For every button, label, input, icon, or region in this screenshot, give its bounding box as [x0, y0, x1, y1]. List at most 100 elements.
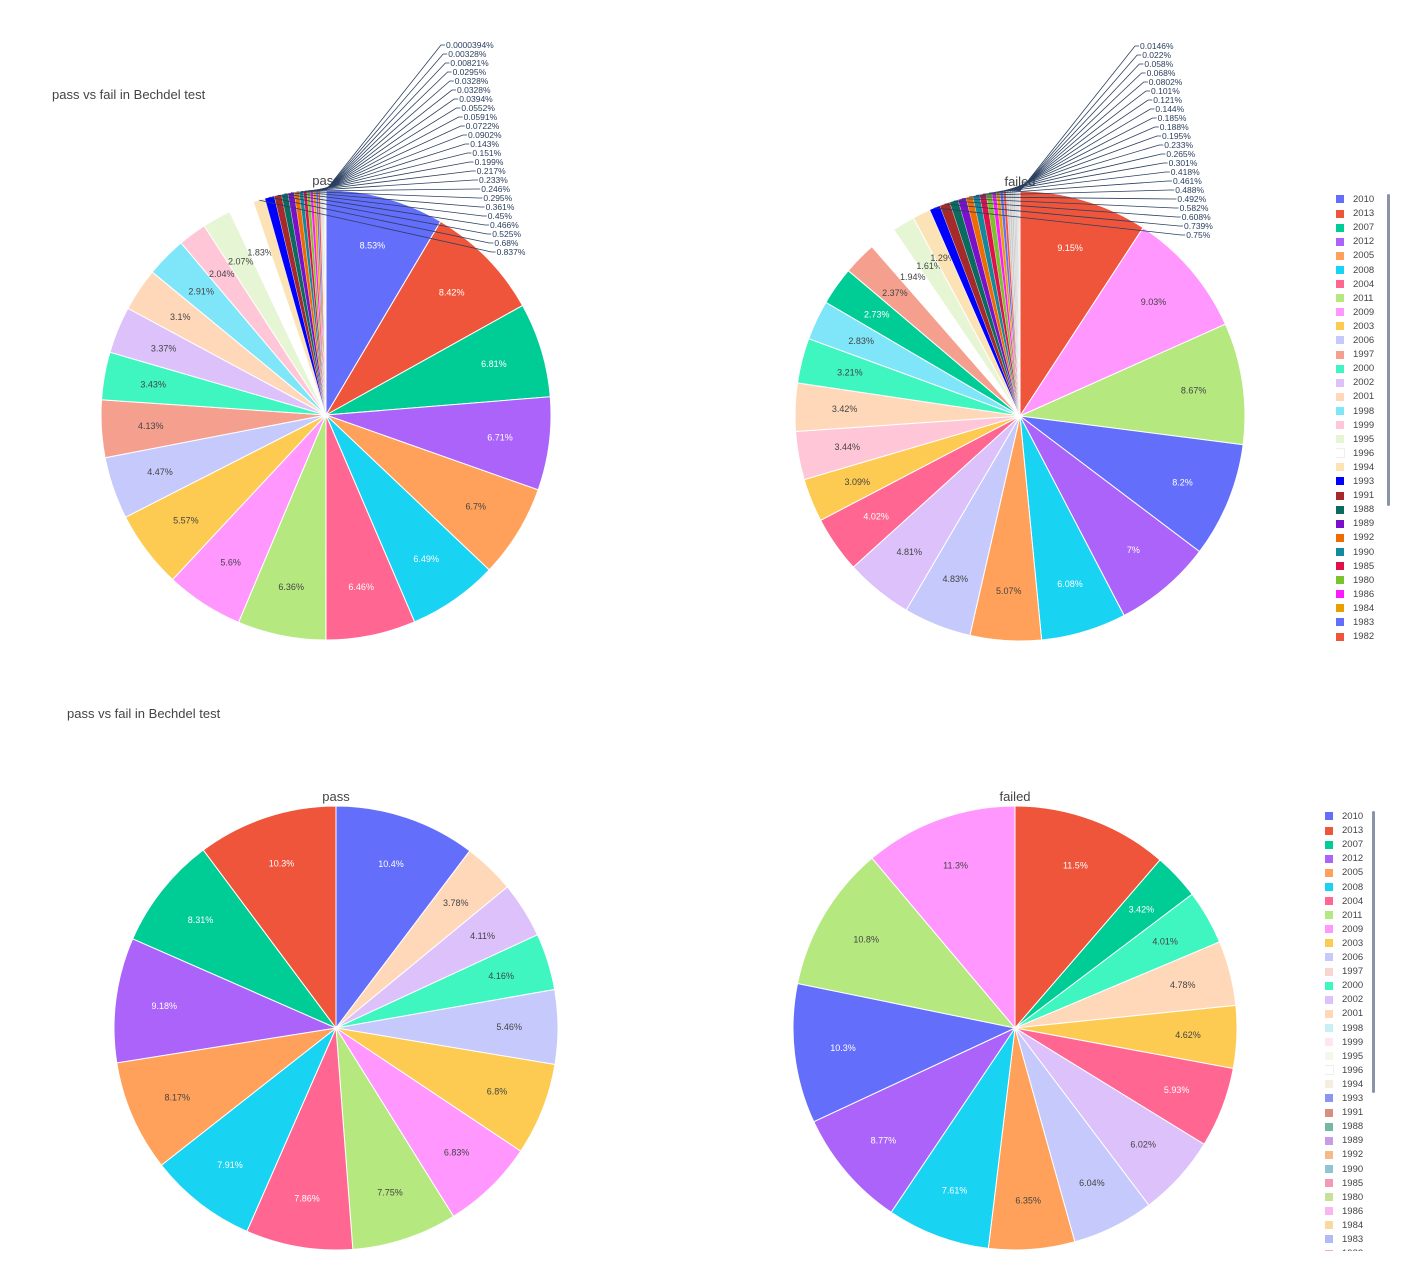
legend-item-1986[interactable]: 1986: [1325, 1206, 1363, 1220]
pie-label: 6.04%: [1079, 1178, 1105, 1188]
legend-item-1984[interactable]: 1984: [1325, 1220, 1363, 1234]
legend-item-1989[interactable]: 1989: [1325, 1135, 1363, 1149]
legend-item-2003[interactable]: 2003: [1325, 938, 1363, 952]
legend-swatch: [1336, 406, 1344, 415]
pie-slice-2011[interactable]: [335, 1027, 455, 1250]
pie-slice-2013[interactable]: [1014, 805, 1161, 1030]
legend-item-1994[interactable]: 1994: [1336, 462, 1374, 476]
pie-slice-2008[interactable]: [890, 1027, 1016, 1249]
pie-slice-2010[interactable]: [325, 189, 442, 417]
legend-item-1991[interactable]: 1991: [1325, 1107, 1363, 1121]
legend-scrollbar-bottom[interactable]: [1372, 811, 1375, 1093]
legend-item-1989[interactable]: 1989: [1336, 518, 1374, 532]
pie-label: 6.83%: [444, 1147, 470, 1157]
legend-item-1983[interactable]: 1983: [1336, 617, 1374, 631]
legend-item-2006[interactable]: 2006: [1336, 335, 1374, 349]
legend-item-1990[interactable]: 1990: [1336, 547, 1374, 561]
legend-item-1997[interactable]: 1997: [1325, 966, 1363, 980]
pie-slice-2008[interactable]: [160, 1027, 337, 1232]
legend-item-2002[interactable]: 2002: [1336, 377, 1374, 391]
legend-item-2010[interactable]: 2010: [1325, 811, 1363, 825]
pie-slice-2011[interactable]: [796, 857, 1017, 1029]
legend-item-2013[interactable]: 2013: [1325, 825, 1363, 839]
legend-label: 2005: [1353, 250, 1375, 262]
pie-slice-2013[interactable]: [202, 805, 337, 1030]
legend-item-1999[interactable]: 1999: [1325, 1037, 1363, 1051]
legend-item-2011[interactable]: 2011: [1325, 910, 1362, 924]
legend-item-2009[interactable]: 2009: [1325, 924, 1363, 938]
legend-item-1986[interactable]: 1986: [1336, 589, 1374, 603]
legend-item-1988[interactable]: 1988: [1325, 1121, 1363, 1135]
legend-swatch: [1325, 953, 1333, 962]
pie-label: 5.93%: [1164, 1085, 1190, 1095]
pie-slice-2010[interactable]: [792, 982, 1017, 1123]
legend-top[interactable]: 2010 2013 2007 2012 2005 2008 2004 2011 2009 2003…: [1336, 194, 1392, 646]
leader-line: [308, 179, 478, 192]
legend-item-1998[interactable]: 1998: [1325, 1023, 1363, 1037]
legend-swatch: [1336, 280, 1344, 289]
legend-item-2003[interactable]: 2003: [1336, 321, 1374, 335]
legend-item-1982[interactable]: 1982: [1336, 631, 1374, 645]
legend-item-1992[interactable]: 1992: [1325, 1149, 1363, 1163]
pie-slice-2012[interactable]: [113, 938, 338, 1064]
legend-label: 1996: [1342, 1064, 1364, 1076]
legend-item-2001[interactable]: 2001: [1336, 391, 1374, 405]
legend-item-2011[interactable]: 2011: [1336, 293, 1373, 307]
legend-item-2012[interactable]: 2012: [1336, 236, 1374, 250]
legend-item-1985[interactable]: 1985: [1336, 561, 1374, 575]
pie-slice-2005[interactable]: [116, 1027, 338, 1166]
legend-item-1993[interactable]: 1993: [1325, 1093, 1363, 1107]
legend-item-1990[interactable]: 1990: [1325, 1164, 1363, 1178]
legend-item-2000[interactable]: 2000: [1325, 980, 1363, 994]
legend-label: 2005: [1342, 867, 1364, 879]
leader-line: [1016, 81, 1148, 192]
legend-item-2007[interactable]: 2007: [1336, 222, 1374, 236]
legend-item-2008[interactable]: 2008: [1336, 265, 1374, 279]
legend-item-2007[interactable]: 2007: [1325, 839, 1363, 853]
pie-slice-2004[interactable]: [246, 1027, 354, 1251]
legend-item-2004[interactable]: 2004: [1325, 896, 1363, 910]
pie-slice-2009[interactable]: [871, 805, 1016, 1030]
legend-item-2005[interactable]: 2005: [1336, 250, 1374, 264]
legend-item-1995[interactable]: 1995: [1325, 1051, 1363, 1065]
legend-item-1992[interactable]: 1992: [1336, 532, 1374, 546]
legend-item-2010[interactable]: 2010: [1336, 194, 1374, 208]
legend-bottom[interactable]: 2010 2013 2007 2012 2005 2008 2004 2011 2009 2003…: [1325, 811, 1377, 1251]
legend-item-1980[interactable]: 1980: [1325, 1192, 1363, 1206]
legend-item-2004[interactable]: 2004: [1336, 279, 1374, 293]
legend-item-1983[interactable]: 1983: [1325, 1234, 1363, 1248]
legend-item-1999[interactable]: 1999: [1336, 420, 1374, 434]
legend-item-1982[interactable]: 1982: [1325, 1248, 1363, 1251]
legend-item-1984[interactable]: 1984: [1336, 603, 1374, 617]
legend-item-1995[interactable]: 1995: [1336, 434, 1374, 448]
legend-swatch: [1336, 576, 1344, 585]
legend-item-2009[interactable]: 2009: [1336, 307, 1374, 321]
legend-item-1993[interactable]: 1993: [1336, 476, 1374, 490]
legend-item-1985[interactable]: 1985: [1325, 1178, 1363, 1192]
legend-item-2012[interactable]: 2012: [1325, 853, 1363, 867]
legend-item-1996[interactable]: 1996: [1336, 448, 1374, 462]
legend-item-1997[interactable]: 1997: [1336, 349, 1374, 363]
legend-item-2002[interactable]: 2002: [1325, 994, 1363, 1008]
leader-line: [284, 193, 489, 226]
pie-slice-2011[interactable]: [1018, 323, 1246, 446]
pie-slice-2013[interactable]: [324, 220, 524, 417]
legend-item-1988[interactable]: 1988: [1336, 504, 1374, 518]
pie-slice-2007[interactable]: [132, 849, 338, 1030]
legend-swatch: [1336, 195, 1344, 204]
legend-item-2006[interactable]: 2006: [1325, 952, 1363, 966]
legend-item-1998[interactable]: 1998: [1336, 406, 1374, 420]
pie-slice-2010[interactable]: [335, 805, 471, 1030]
legend-item-2001[interactable]: 2001: [1325, 1008, 1363, 1022]
legend-item-1994[interactable]: 1994: [1325, 1079, 1363, 1093]
legend-scrollbar-top[interactable]: [1387, 194, 1390, 506]
legend-item-2008[interactable]: 2008: [1325, 882, 1363, 896]
legend-item-1980[interactable]: 1980: [1336, 575, 1374, 589]
pie-slice-2012[interactable]: [813, 1026, 1017, 1213]
legend-item-2013[interactable]: 2013: [1336, 208, 1374, 222]
legend-item-1996[interactable]: 1996: [1325, 1065, 1363, 1079]
legend-item-2005[interactable]: 2005: [1325, 867, 1363, 881]
legend-item-2000[interactable]: 2000: [1336, 363, 1374, 377]
pie-slice-2010[interactable]: [1018, 415, 1244, 553]
legend-item-1991[interactable]: 1991: [1336, 490, 1374, 504]
